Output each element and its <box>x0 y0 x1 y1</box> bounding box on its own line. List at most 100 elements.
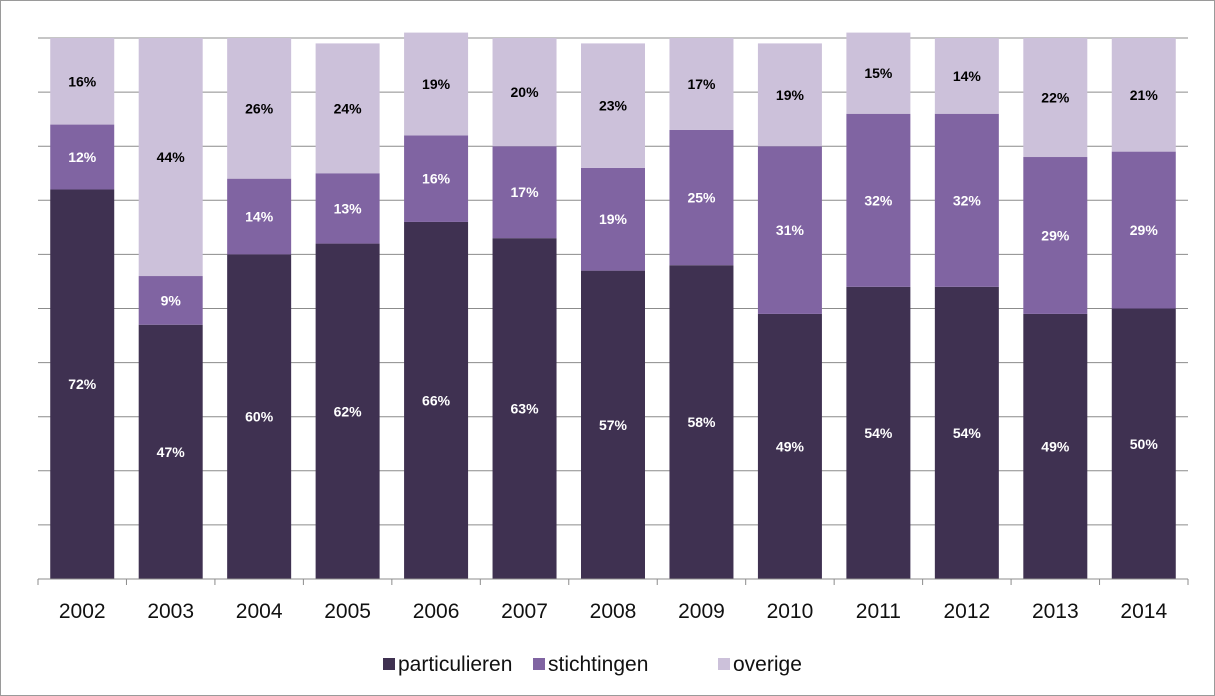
data-label-particulieren-2014: 50% <box>1130 436 1159 452</box>
data-label-particulieren-2008: 57% <box>599 417 628 433</box>
data-label-particulieren-2002: 72% <box>68 376 97 392</box>
bar-segment-particulieren-2012 <box>934 286 999 579</box>
data-label-particulieren-2005: 62% <box>334 403 363 419</box>
x-tick-label-2003: 2003 <box>147 600 194 623</box>
bar-segment-particulieren-2005 <box>315 243 380 579</box>
data-label-stichtingen-2010: 31% <box>776 222 805 238</box>
data-label-stichtingen-2007: 17% <box>511 184 540 200</box>
legend-label-particulieren: particulieren <box>398 653 512 676</box>
bar-segment-particulieren-2008 <box>581 270 645 579</box>
bar-segment-stichtingen-2004 <box>227 178 292 255</box>
x-tick-label-2004: 2004 <box>236 600 283 623</box>
bar-segment-stichtingen-2009 <box>669 129 734 266</box>
data-label-particulieren-2011: 54% <box>864 425 893 441</box>
x-tick-label-2013: 2013 <box>1032 600 1079 623</box>
bar-segment-overige-2009 <box>669 38 734 130</box>
bar-segment-overige-2004 <box>227 38 292 179</box>
x-tick-label-2006: 2006 <box>413 600 460 623</box>
data-label-stichtingen-2012: 32% <box>953 192 982 208</box>
data-label-stichtingen-2014: 29% <box>1130 222 1159 238</box>
bar-segment-stichtingen-2007 <box>492 146 557 239</box>
data-label-particulieren-2007: 63% <box>511 401 540 417</box>
bar-segment-particulieren-2007 <box>492 238 557 580</box>
data-label-overige-2006: 19% <box>422 76 451 92</box>
x-axis: 2002 2003 2004 2005 2006 2007 2008 2009 2010 2011… <box>37 578 1189 623</box>
data-label-overige-2009: 17% <box>687 76 716 92</box>
data-label-particulieren-2009: 58% <box>687 414 716 430</box>
bar-segment-particulieren-2006 <box>404 221 469 579</box>
bar-segment-overige-2014 <box>1111 38 1176 152</box>
bar-segment-particulieren-2013 <box>1023 313 1088 579</box>
data-label-overige-2013: 22% <box>1041 90 1070 106</box>
data-label-particulieren-2013: 49% <box>1041 438 1070 454</box>
legend: particulieren stichtingen overige <box>383 653 802 676</box>
x-tick-label-2010: 2010 <box>767 600 814 623</box>
legend-label-stichtingen: stichtingen <box>548 653 648 676</box>
legend-swatch-particulieren <box>383 658 395 670</box>
bar-segment-overige-2005 <box>315 43 380 174</box>
data-label-stichtingen-2002: 12% <box>68 149 97 165</box>
x-tick-label-2009: 2009 <box>678 600 725 623</box>
bar-segment-particulieren-2014 <box>1111 308 1176 579</box>
data-label-overige-2010: 19% <box>776 87 805 103</box>
data-label-overige-2012: 14% <box>953 68 982 84</box>
x-tick-label-2007: 2007 <box>501 600 548 623</box>
bar-segment-overige-2002 <box>50 38 115 125</box>
data-label-particulieren-2012: 54% <box>953 425 982 441</box>
legend-swatch-stichtingen <box>533 658 545 670</box>
data-label-stichtingen-2013: 29% <box>1041 227 1070 243</box>
data-label-particulieren-2004: 60% <box>245 409 274 425</box>
data-label-overige-2007: 20% <box>511 84 540 100</box>
data-label-overige-2005: 24% <box>334 100 363 116</box>
x-tick-label-2005: 2005 <box>324 600 371 623</box>
bar-segment-overige-2006 <box>404 32 469 136</box>
data-label-overige-2014: 21% <box>1130 87 1159 103</box>
bar-segment-stichtingen-2003 <box>138 276 203 325</box>
bar-segment-overige-2012 <box>934 38 999 114</box>
bar-segment-stichtingen-2005 <box>315 173 380 244</box>
data-label-stichtingen-2003: 9% <box>161 292 182 308</box>
bar-segment-particulieren-2010 <box>757 313 822 579</box>
data-label-stichtingen-2008: 19% <box>599 211 628 227</box>
data-label-overige-2004: 26% <box>245 100 274 116</box>
data-label-particulieren-2006: 66% <box>422 392 451 408</box>
bar-segment-particulieren-2011 <box>846 286 911 579</box>
data-label-stichtingen-2009: 25% <box>687 190 716 206</box>
bar-segment-overige-2010 <box>757 43 822 147</box>
bar-segment-stichtingen-2011 <box>846 113 911 287</box>
data-label-overige-2008: 23% <box>599 98 628 114</box>
bar-segment-stichtingen-2010 <box>757 146 822 314</box>
bar-segment-particulieren-2003 <box>138 324 203 579</box>
bar-segment-overige-2011 <box>846 32 911 114</box>
data-label-particulieren-2003: 47% <box>157 444 186 460</box>
x-tick-label-2002: 2002 <box>59 600 106 623</box>
bars: 72% 12% 16% 47% 9% 44% 60% 14% 26% 62% 13% 24% 66% 16… <box>50 32 1176 580</box>
bar-segment-overige-2008 <box>581 43 645 168</box>
data-label-overige-2011: 15% <box>864 65 893 81</box>
bar-segment-particulieren-2004 <box>227 254 292 579</box>
x-tick-label-2012: 2012 <box>943 600 990 623</box>
data-label-stichtingen-2004: 14% <box>245 209 274 225</box>
x-tick-label-2011: 2011 <box>856 600 901 623</box>
bar-segment-stichtingen-2013 <box>1023 157 1088 314</box>
data-label-particulieren-2010: 49% <box>776 438 805 454</box>
bar-segment-stichtingen-2006 <box>404 135 469 222</box>
bar-segment-stichtingen-2002 <box>50 124 115 190</box>
legend-swatch-overige <box>718 658 730 670</box>
data-label-stichtingen-2005: 13% <box>334 200 363 216</box>
bar-segment-stichtingen-2012 <box>934 113 999 287</box>
data-label-overige-2003: 44% <box>157 149 186 165</box>
legend-label-overige: overige <box>733 653 802 676</box>
bar-segment-overige-2013 <box>1023 38 1088 158</box>
bar-segment-stichtingen-2014 <box>1111 151 1176 309</box>
bar-segment-stichtingen-2008 <box>581 167 645 271</box>
x-tick-label-2008: 2008 <box>590 600 637 623</box>
data-label-stichtingen-2006: 16% <box>422 171 451 187</box>
bar-segment-overige-2003 <box>138 38 203 277</box>
bar-segment-particulieren-2009 <box>669 265 734 579</box>
x-tick-label-2014: 2014 <box>1120 600 1167 623</box>
bar-segment-overige-2007 <box>492 38 557 147</box>
data-label-stichtingen-2011: 32% <box>864 192 893 208</box>
data-label-overige-2002: 16% <box>68 73 97 89</box>
